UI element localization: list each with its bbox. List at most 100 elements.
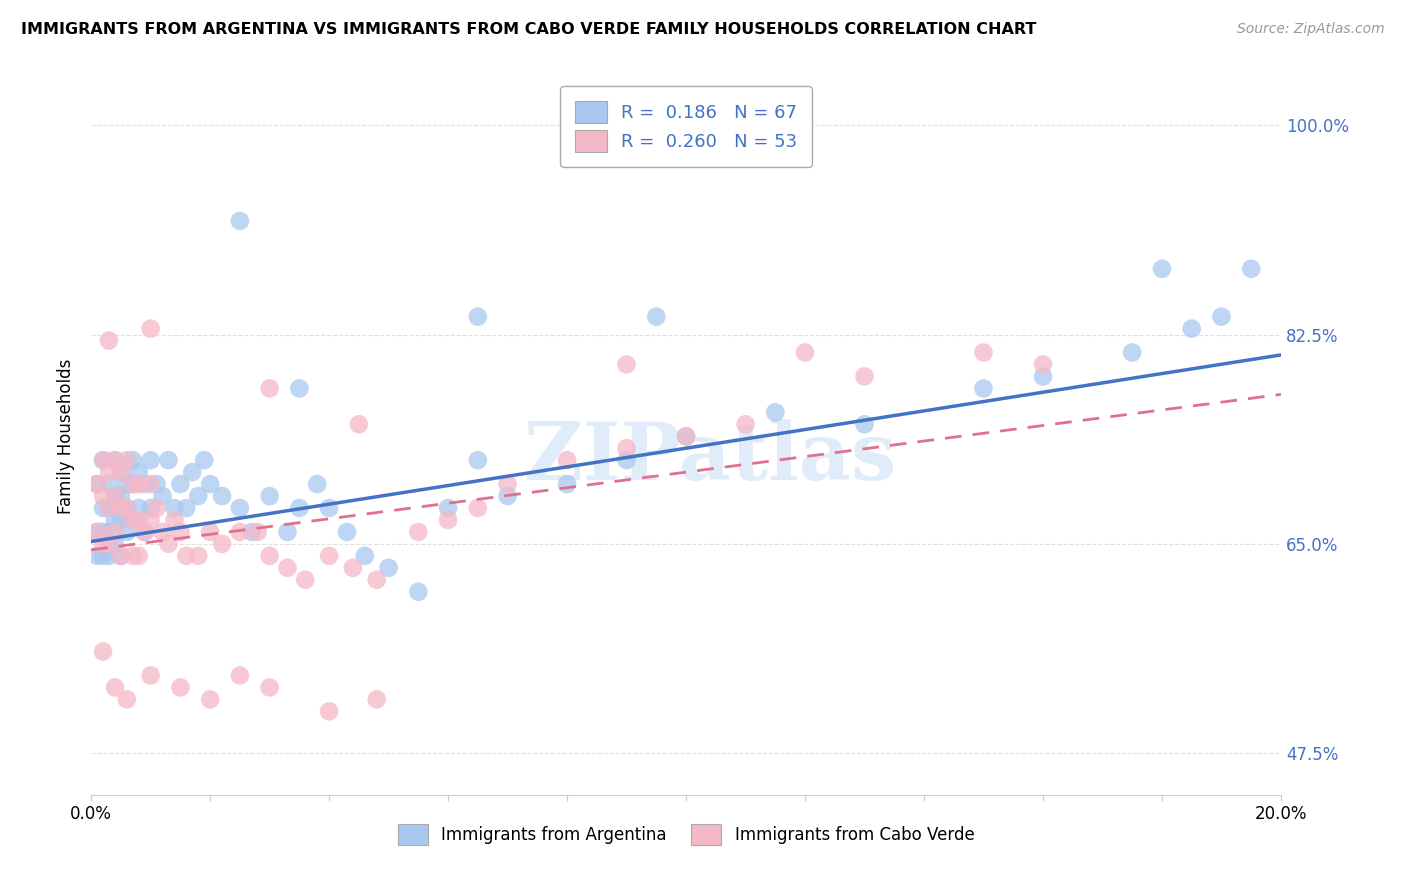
Point bbox=[110, 465, 132, 479]
Point bbox=[336, 524, 359, 539]
Point bbox=[110, 549, 132, 563]
Point bbox=[121, 477, 143, 491]
Point bbox=[121, 549, 143, 563]
Point bbox=[555, 477, 578, 491]
Point bbox=[555, 453, 578, 467]
Point bbox=[347, 417, 370, 432]
Point bbox=[408, 584, 430, 599]
Point bbox=[110, 513, 132, 527]
Point bbox=[128, 501, 150, 516]
Point bbox=[853, 369, 876, 384]
Point bbox=[152, 524, 174, 539]
Point bbox=[973, 345, 995, 359]
Point bbox=[187, 549, 209, 563]
Point bbox=[98, 524, 121, 539]
Point bbox=[229, 214, 252, 228]
Point bbox=[211, 537, 233, 551]
Point bbox=[366, 692, 388, 706]
Point bbox=[145, 477, 167, 491]
Point bbox=[616, 441, 638, 455]
Point bbox=[211, 489, 233, 503]
Point bbox=[176, 501, 198, 516]
Point bbox=[121, 513, 143, 527]
Point bbox=[181, 465, 204, 479]
Point bbox=[139, 513, 162, 527]
Point bbox=[276, 561, 298, 575]
Point bbox=[86, 524, 108, 539]
Point bbox=[121, 513, 143, 527]
Point bbox=[169, 524, 191, 539]
Point bbox=[169, 477, 191, 491]
Point bbox=[157, 453, 180, 467]
Point bbox=[198, 524, 221, 539]
Point bbox=[139, 668, 162, 682]
Point bbox=[115, 477, 138, 491]
Point bbox=[437, 501, 460, 516]
Point bbox=[259, 381, 281, 395]
Point bbox=[318, 549, 340, 563]
Point bbox=[110, 501, 132, 516]
Point bbox=[128, 513, 150, 527]
Point bbox=[128, 465, 150, 479]
Point bbox=[853, 417, 876, 432]
Point bbox=[366, 573, 388, 587]
Point bbox=[139, 477, 162, 491]
Point bbox=[229, 501, 252, 516]
Point bbox=[91, 453, 114, 467]
Point bbox=[675, 429, 697, 443]
Point bbox=[115, 501, 138, 516]
Point bbox=[437, 513, 460, 527]
Point bbox=[1150, 261, 1173, 276]
Point bbox=[98, 465, 121, 479]
Point bbox=[98, 549, 121, 563]
Point bbox=[763, 405, 786, 419]
Point bbox=[91, 524, 114, 539]
Point bbox=[318, 501, 340, 516]
Point bbox=[86, 477, 108, 491]
Point bbox=[259, 549, 281, 563]
Point bbox=[176, 549, 198, 563]
Point bbox=[1121, 345, 1143, 359]
Text: ZIPatlas: ZIPatlas bbox=[523, 418, 896, 497]
Point bbox=[973, 381, 995, 395]
Point bbox=[86, 524, 108, 539]
Point bbox=[86, 549, 108, 563]
Point bbox=[98, 501, 121, 516]
Point bbox=[163, 513, 186, 527]
Point bbox=[377, 561, 399, 575]
Point bbox=[104, 524, 127, 539]
Point bbox=[98, 537, 121, 551]
Point bbox=[115, 524, 138, 539]
Point bbox=[1032, 358, 1054, 372]
Text: Source: ZipAtlas.com: Source: ZipAtlas.com bbox=[1237, 22, 1385, 37]
Point bbox=[139, 321, 162, 335]
Point bbox=[193, 453, 215, 467]
Point bbox=[342, 561, 364, 575]
Text: IMMIGRANTS FROM ARGENTINA VS IMMIGRANTS FROM CABO VERDE FAMILY HOUSEHOLDS CORREL: IMMIGRANTS FROM ARGENTINA VS IMMIGRANTS … bbox=[21, 22, 1036, 37]
Point bbox=[91, 537, 114, 551]
Point bbox=[467, 453, 489, 467]
Point bbox=[496, 477, 519, 491]
Point bbox=[288, 381, 311, 395]
Point bbox=[104, 681, 127, 695]
Point bbox=[91, 453, 114, 467]
Point bbox=[91, 549, 114, 563]
Point bbox=[794, 345, 817, 359]
Point bbox=[240, 524, 263, 539]
Point bbox=[91, 644, 114, 658]
Point bbox=[157, 537, 180, 551]
Point bbox=[134, 524, 156, 539]
Point bbox=[98, 501, 121, 516]
Point bbox=[318, 704, 340, 718]
Point bbox=[496, 489, 519, 503]
Legend: R =  0.186   N = 67, R =  0.260   N = 53: R = 0.186 N = 67, R = 0.260 N = 53 bbox=[560, 87, 813, 167]
Point bbox=[616, 358, 638, 372]
Point bbox=[288, 501, 311, 516]
Point bbox=[259, 489, 281, 503]
Point bbox=[104, 537, 127, 551]
Point bbox=[1181, 321, 1204, 335]
Point bbox=[229, 668, 252, 682]
Point bbox=[169, 681, 191, 695]
Point bbox=[115, 453, 138, 467]
Point bbox=[276, 524, 298, 539]
